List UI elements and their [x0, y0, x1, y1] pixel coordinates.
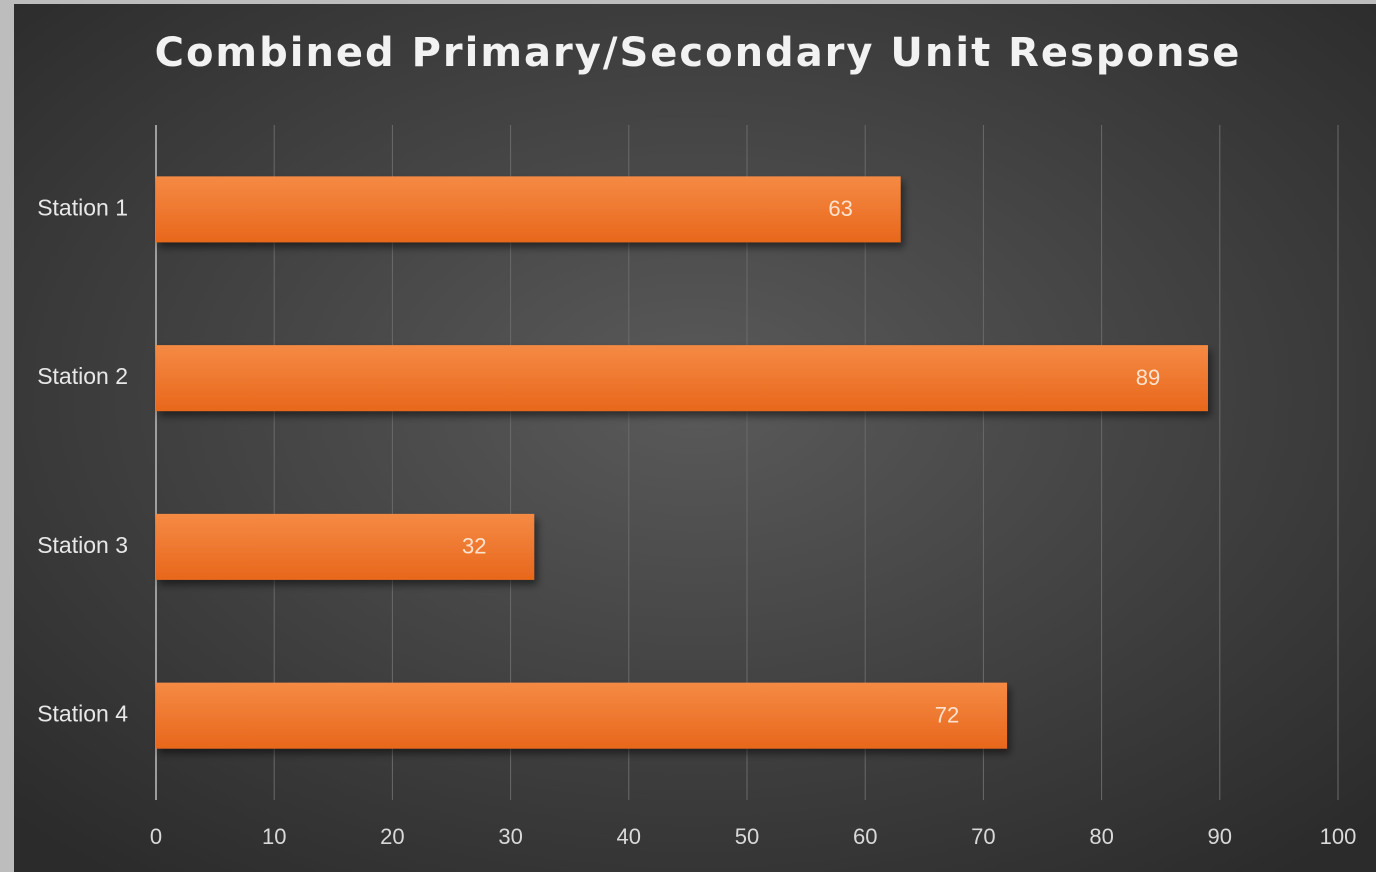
bar: [156, 176, 901, 243]
x-tick-label: 100: [1320, 824, 1357, 849]
bar: [156, 345, 1208, 412]
x-tick-label: 10: [262, 824, 286, 849]
x-tick-label: 0: [150, 824, 162, 849]
chart-title: Combined Primary/Secondary Unit Response: [155, 30, 1242, 76]
bar: [156, 682, 1008, 749]
y-tick-label: Station 2: [37, 363, 128, 389]
x-tick-label: 20: [380, 824, 404, 849]
data-label: 63: [828, 196, 852, 221]
bar: [156, 513, 535, 580]
x-tick-label: 40: [617, 824, 641, 849]
y-tick-label: Station 3: [37, 532, 128, 558]
data-label: 89: [1136, 365, 1160, 390]
x-tick-label: 90: [1208, 824, 1232, 849]
x-tick-label: 60: [853, 824, 877, 849]
data-label: 72: [935, 702, 959, 727]
x-tick-label: 50: [735, 824, 759, 849]
y-tick-label: Station 4: [37, 701, 128, 727]
x-tick-label: 30: [498, 824, 522, 849]
data-label: 32: [462, 534, 486, 559]
x-tick-label: 70: [971, 824, 995, 849]
y-tick-label: Station 1: [37, 194, 128, 220]
x-tick-label: 80: [1089, 824, 1113, 849]
